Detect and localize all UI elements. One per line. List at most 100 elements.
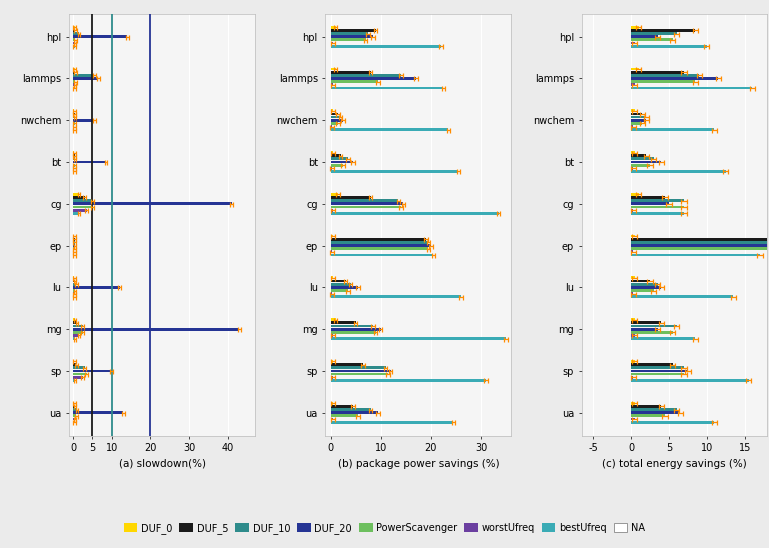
- Bar: [73, 376, 83, 379]
- Bar: [73, 250, 75, 253]
- Bar: [631, 206, 684, 208]
- Bar: [73, 77, 98, 80]
- Bar: [331, 367, 386, 369]
- Bar: [631, 116, 646, 118]
- Bar: [331, 209, 333, 212]
- Bar: [331, 122, 338, 125]
- Bar: [73, 26, 75, 28]
- Bar: [631, 421, 714, 424]
- Bar: [73, 337, 75, 340]
- Bar: [331, 74, 401, 77]
- Bar: [331, 241, 428, 244]
- Bar: [73, 328, 239, 330]
- Bar: [331, 405, 353, 408]
- Bar: [631, 167, 634, 170]
- Bar: [73, 334, 79, 337]
- Bar: [73, 164, 75, 167]
- Bar: [73, 193, 79, 196]
- Bar: [331, 29, 376, 32]
- Bar: [631, 112, 642, 115]
- Bar: [73, 405, 75, 408]
- Bar: [631, 80, 695, 83]
- Bar: [331, 196, 371, 199]
- Bar: [631, 157, 654, 160]
- Bar: [73, 170, 75, 173]
- Bar: [331, 402, 333, 404]
- Bar: [73, 279, 75, 282]
- Bar: [631, 45, 707, 48]
- Bar: [331, 206, 401, 208]
- Bar: [331, 26, 335, 28]
- Bar: [631, 412, 681, 414]
- Bar: [331, 373, 388, 375]
- Bar: [73, 212, 79, 215]
- Bar: [631, 42, 635, 44]
- Bar: [631, 363, 673, 366]
- Bar: [631, 110, 635, 112]
- Bar: [331, 199, 398, 202]
- Bar: [331, 244, 431, 247]
- Bar: [631, 164, 650, 167]
- Bar: [631, 408, 677, 411]
- Bar: [331, 318, 335, 321]
- Bar: [73, 80, 75, 83]
- Bar: [631, 337, 695, 340]
- Bar: [73, 318, 75, 321]
- Bar: [331, 324, 373, 327]
- Bar: [73, 373, 87, 375]
- Bar: [631, 322, 661, 324]
- Bar: [73, 202, 231, 205]
- Bar: [73, 295, 75, 298]
- Bar: [73, 235, 75, 237]
- Bar: [73, 119, 95, 122]
- Bar: [631, 286, 661, 289]
- Bar: [631, 128, 714, 131]
- Bar: [631, 277, 635, 279]
- Bar: [331, 369, 391, 372]
- Bar: [631, 279, 650, 282]
- Bar: [73, 42, 75, 44]
- Bar: [631, 87, 752, 89]
- Bar: [73, 238, 75, 241]
- Bar: [331, 414, 358, 417]
- Bar: [73, 277, 75, 279]
- Bar: [631, 324, 677, 327]
- Bar: [631, 414, 665, 417]
- Bar: [73, 363, 76, 366]
- Bar: [331, 286, 358, 289]
- Bar: [331, 83, 333, 86]
- Bar: [331, 119, 343, 122]
- Bar: [73, 421, 75, 424]
- Bar: [73, 45, 75, 48]
- Bar: [631, 289, 654, 292]
- Bar: [331, 376, 333, 379]
- Bar: [331, 87, 444, 89]
- Bar: [631, 119, 646, 122]
- Bar: [331, 283, 351, 286]
- Bar: [631, 379, 748, 382]
- Bar: [331, 155, 341, 157]
- Bar: [331, 193, 338, 196]
- Bar: [631, 67, 638, 70]
- Bar: [73, 199, 92, 202]
- Bar: [73, 83, 75, 86]
- Bar: [73, 360, 75, 363]
- Bar: [631, 235, 635, 237]
- Bar: [331, 279, 345, 282]
- Bar: [631, 295, 734, 298]
- Bar: [331, 337, 506, 340]
- Bar: [631, 328, 657, 330]
- Bar: [631, 367, 684, 369]
- Bar: [631, 241, 769, 244]
- Bar: [73, 412, 123, 414]
- Bar: [331, 421, 454, 424]
- Bar: [631, 254, 760, 256]
- Bar: [73, 322, 77, 324]
- Bar: [331, 71, 371, 73]
- Bar: [331, 202, 403, 205]
- Bar: [631, 196, 665, 199]
- Bar: [631, 170, 726, 173]
- Bar: [331, 235, 333, 237]
- Bar: [331, 412, 378, 414]
- Bar: [631, 161, 661, 163]
